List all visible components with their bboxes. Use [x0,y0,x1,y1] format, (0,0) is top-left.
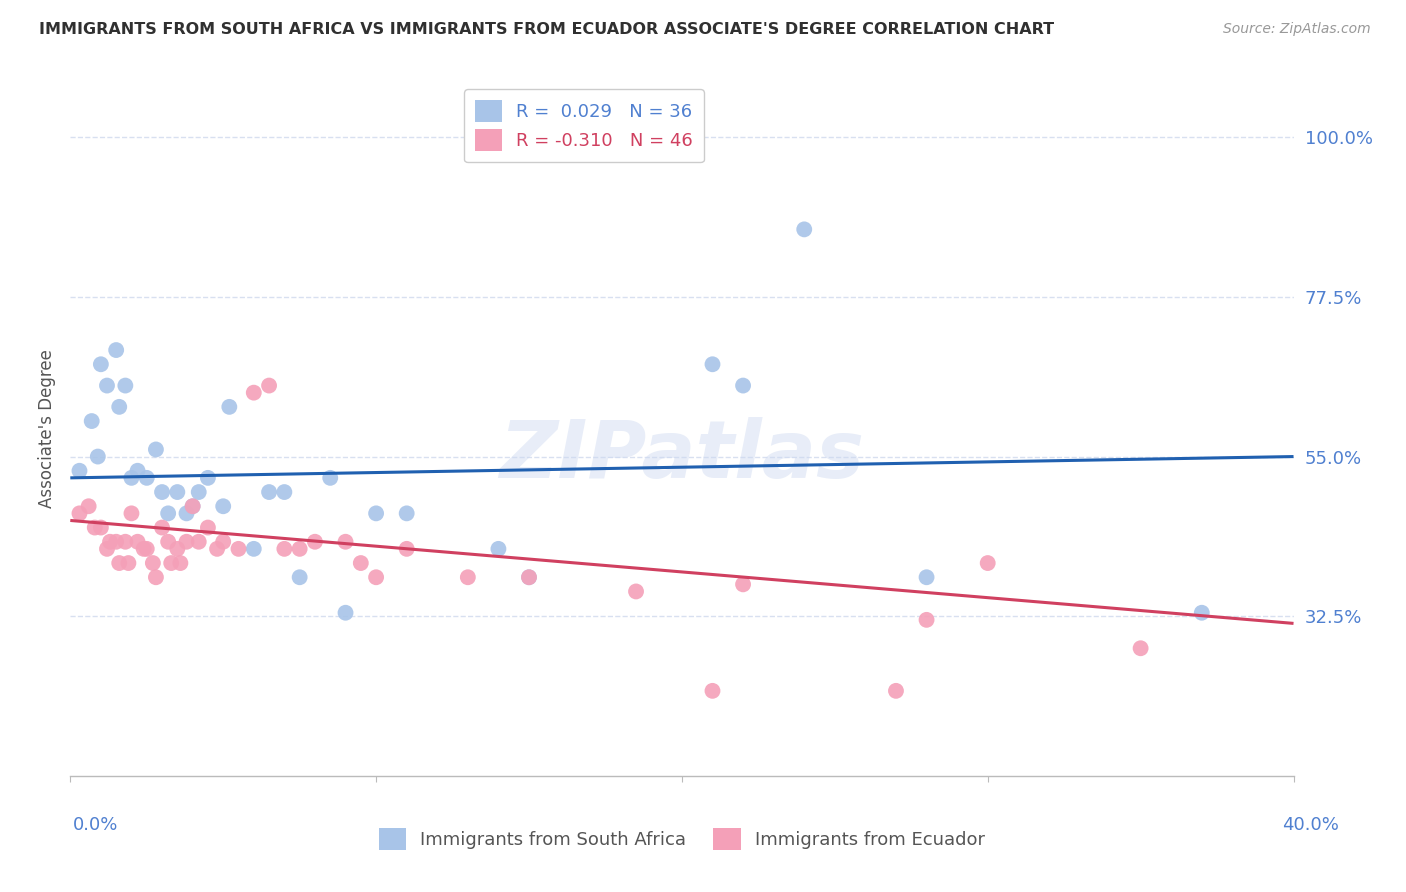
Point [1129,641,1152,656]
Point [90,357,112,371]
Point [243,541,266,556]
Point [176,507,198,521]
Point [187,485,209,500]
Point [105,534,128,549]
Point [273,541,295,556]
Point [395,507,418,521]
Point [166,541,188,556]
Point [90,520,112,534]
Point [145,442,167,457]
Point [142,556,165,570]
Point [150,485,173,500]
Point [366,507,388,521]
Point [169,556,191,570]
Point [915,570,938,584]
Point [181,500,204,514]
Point [69,464,91,478]
Text: 0.0%: 0.0% [73,816,118,834]
Point [205,541,228,556]
Point [166,485,188,500]
Point [121,507,143,521]
Point [127,464,149,478]
Text: ZIPatlas: ZIPatlas [499,417,865,495]
Point [366,570,388,584]
Point [257,378,280,392]
Point [117,556,139,570]
Point [87,450,110,464]
Point [915,613,938,627]
Point [976,556,998,570]
Text: IMMIGRANTS FROM SOUTH AFRICA VS IMMIGRANTS FROM ECUADOR ASSOCIATE'S DEGREE CORRE: IMMIGRANTS FROM SOUTH AFRICA VS IMMIGRAN… [39,22,1054,37]
Point [187,534,209,549]
Point [733,577,755,591]
Point [145,570,167,584]
Point [304,534,326,549]
Legend: Immigrants from South Africa, Immigrants from Ecuador: Immigrants from South Africa, Immigrants… [371,821,993,857]
Y-axis label: Associate's Degree: Associate's Degree [38,349,56,508]
Point [243,385,266,400]
Point [176,534,198,549]
Point [121,471,143,485]
Point [228,541,250,556]
Point [488,541,510,556]
Point [517,570,540,584]
Point [1191,606,1213,620]
Point [457,570,479,584]
Point [114,534,136,549]
Point [105,343,128,357]
Point [218,400,240,414]
Point [288,541,311,556]
Point [181,500,204,514]
Point [157,534,180,549]
Point [702,357,724,371]
Point [108,556,131,570]
Point [127,534,149,549]
Point [157,507,180,521]
Point [793,222,815,236]
Text: 40.0%: 40.0% [1282,816,1339,834]
Point [395,541,418,556]
Point [335,606,357,620]
Point [212,500,235,514]
Point [319,471,342,485]
Point [77,500,100,514]
Point [69,507,91,521]
Point [884,683,907,698]
Point [132,541,155,556]
Point [98,534,121,549]
Point [80,414,103,428]
Point [108,400,131,414]
Point [96,378,118,392]
Point [135,541,157,556]
Point [83,520,105,534]
Point [160,556,183,570]
Point [273,485,295,500]
Point [288,570,311,584]
Point [212,534,235,549]
Text: Source: ZipAtlas.com: Source: ZipAtlas.com [1223,22,1371,37]
Point [517,570,540,584]
Point [197,520,219,534]
Point [335,534,357,549]
Point [150,520,173,534]
Point [350,556,373,570]
Point [96,541,118,556]
Point [135,471,157,485]
Point [624,584,647,599]
Point [257,485,280,500]
Point [197,471,219,485]
Point [733,378,755,392]
Point [114,378,136,392]
Point [702,683,724,698]
